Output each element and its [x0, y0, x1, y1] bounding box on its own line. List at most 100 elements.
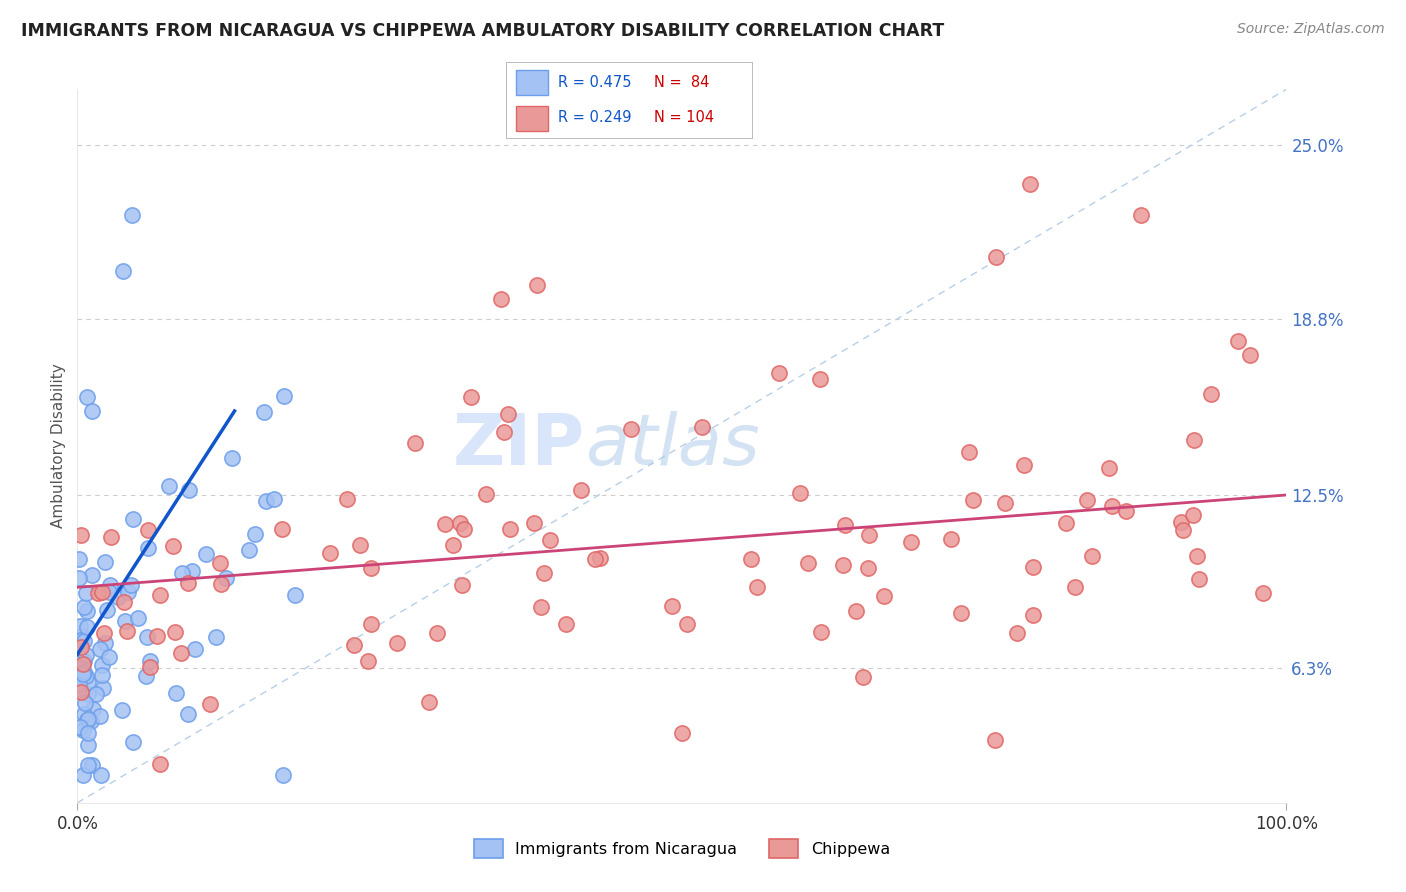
Point — [950, 606, 973, 620]
Point — [77, 712, 100, 726]
Point — [76, 620, 98, 634]
Text: Source: ZipAtlas.com: Source: ZipAtlas.com — [1237, 22, 1385, 37]
Point — [70, 528, 93, 542]
Point — [768, 366, 790, 380]
Point — [72, 599, 94, 614]
Point — [146, 629, 169, 643]
Point — [349, 538, 371, 552]
Point — [460, 390, 482, 404]
Point — [138, 654, 160, 668]
Point — [165, 686, 187, 700]
Point — [169, 646, 191, 660]
Point — [97, 585, 120, 599]
Point — [453, 522, 475, 536]
Point — [69, 720, 91, 734]
Point — [271, 523, 294, 537]
Point — [84, 687, 107, 701]
Point — [1115, 504, 1137, 518]
Point — [1097, 461, 1119, 475]
Point — [1076, 492, 1098, 507]
Point — [475, 487, 498, 501]
Point — [1227, 334, 1250, 348]
Point — [1251, 586, 1274, 600]
Point — [589, 551, 612, 566]
Point — [986, 250, 1008, 264]
Point — [661, 599, 683, 614]
Point — [67, 571, 90, 585]
Point — [1170, 515, 1192, 529]
Point — [962, 492, 984, 507]
Point — [1182, 434, 1205, 448]
Point — [80, 714, 103, 728]
Point — [69, 632, 91, 647]
Point — [90, 768, 112, 782]
FancyBboxPatch shape — [516, 70, 548, 95]
Point — [796, 556, 818, 570]
Point — [69, 629, 91, 643]
Point — [450, 578, 472, 592]
Point — [357, 654, 380, 668]
Point — [957, 445, 980, 459]
Point — [984, 733, 1007, 747]
Point — [115, 624, 138, 638]
Point — [449, 516, 471, 530]
Point — [676, 617, 699, 632]
Point — [72, 667, 94, 681]
Point — [120, 577, 142, 591]
Point — [1188, 572, 1211, 586]
Point — [70, 640, 93, 654]
Legend: Immigrants from Nicaragua, Chippewa: Immigrants from Nicaragua, Chippewa — [465, 830, 898, 866]
Point — [263, 491, 285, 506]
Point — [77, 687, 100, 701]
Point — [135, 630, 157, 644]
Point — [111, 703, 134, 717]
Point — [360, 561, 382, 575]
Point — [200, 697, 222, 711]
Point — [76, 603, 98, 617]
Point — [117, 585, 139, 599]
Point — [172, 566, 194, 580]
Point — [789, 486, 811, 500]
Point — [526, 278, 548, 293]
Point — [89, 642, 111, 657]
Point — [433, 517, 456, 532]
Point — [271, 768, 294, 782]
Point — [112, 264, 135, 278]
Point — [76, 390, 98, 404]
Point — [1239, 348, 1261, 362]
Point — [496, 407, 519, 421]
Point — [845, 604, 868, 618]
Point — [72, 657, 94, 671]
Point — [76, 713, 98, 727]
Point — [67, 650, 90, 665]
Point — [238, 543, 260, 558]
Point — [360, 617, 382, 632]
Point — [138, 541, 160, 555]
Point — [67, 552, 90, 566]
Point — [77, 758, 100, 772]
Point — [1199, 387, 1222, 401]
Point — [810, 624, 832, 639]
Point — [253, 405, 276, 419]
Point — [215, 571, 238, 585]
Point — [494, 425, 516, 439]
Point — [94, 636, 117, 650]
Text: IMMIGRANTS FROM NICARAGUA VS CHIPPEWA AMBULATORY DISABILITY CORRELATION CHART: IMMIGRANTS FROM NICARAGUA VS CHIPPEWA AM… — [21, 22, 945, 40]
Point — [1185, 549, 1208, 564]
Point — [852, 670, 875, 684]
Point — [67, 667, 90, 681]
Point — [136, 524, 159, 538]
Point — [205, 630, 228, 644]
Point — [76, 675, 98, 690]
Point — [100, 530, 122, 544]
Point — [76, 725, 98, 739]
Point — [67, 677, 90, 691]
Point — [77, 738, 100, 752]
Point — [91, 657, 114, 672]
Text: N = 104: N = 104 — [654, 110, 714, 125]
Point — [1005, 625, 1028, 640]
Point — [690, 420, 713, 434]
Point — [122, 512, 145, 526]
Point — [1054, 516, 1077, 530]
Point — [97, 649, 120, 664]
